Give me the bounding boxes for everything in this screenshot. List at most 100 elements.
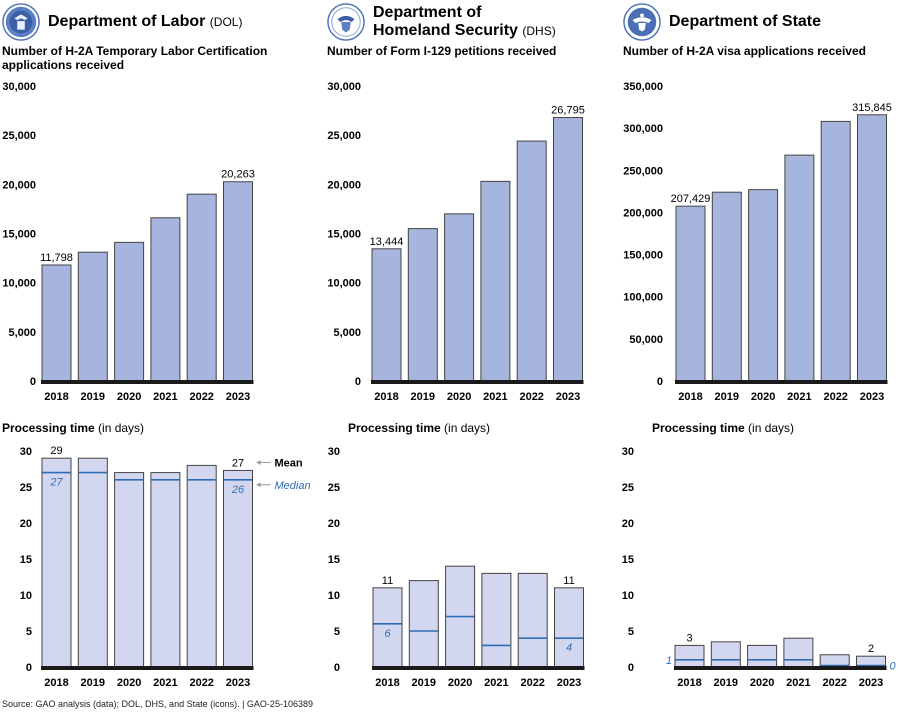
y-tick-label: 0 xyxy=(657,376,663,388)
y-tick-label: 15,000 xyxy=(2,229,36,241)
x-tick-label: 2020 xyxy=(751,391,775,403)
mean-bar-2018 xyxy=(674,644,705,668)
x-tick-label: 2018 xyxy=(678,391,702,403)
x-tick-label: 2023 xyxy=(226,391,250,403)
x-tick-label: 2023 xyxy=(226,677,250,689)
x-tick-label: 2022 xyxy=(519,391,543,403)
dept-name-dol: Department of Labor (DOL) xyxy=(48,13,243,30)
metric-title-dhs: Number of Form I-129 petitions received xyxy=(327,44,557,58)
x-tick-label: 2019 xyxy=(714,677,738,689)
x-tick-label: 2021 xyxy=(153,391,177,403)
y-tick-label: 25 xyxy=(20,482,32,494)
panel-dhs: Department of Homeland Security (DHS) Num… xyxy=(327,0,627,690)
x-tick-label: 2022 xyxy=(189,391,213,403)
y-tick-label: 10 xyxy=(20,590,32,602)
chart-dol-processing: 29 27 27 26 0 5 10 15 20 25 30 2018 2019 2020 2021 2022… xyxy=(20,445,311,689)
data-label: 315,845 xyxy=(852,102,892,114)
x-tick-label: 2023 xyxy=(860,391,884,403)
x-tick-label: 2018 xyxy=(677,677,701,689)
bar-2022 xyxy=(820,120,851,382)
dept-name-dhs: Department of Homeland Security (DHS) xyxy=(373,4,556,39)
y-tick-label: 5 xyxy=(26,626,32,638)
proc-title-state: Processing time (in days) xyxy=(652,421,795,435)
mean-bar-2021 xyxy=(481,572,512,668)
bar-2018 xyxy=(371,248,402,382)
y-tick-label: 100,000 xyxy=(623,292,663,304)
x-tick-label: 2021 xyxy=(786,677,810,689)
y-tick-label: 150,000 xyxy=(623,250,663,262)
y-tick-label: 20,000 xyxy=(2,179,36,191)
y-tick-label: 25 xyxy=(622,482,634,494)
bar-2022 xyxy=(516,140,547,382)
mean-label: 11 xyxy=(563,575,574,587)
panel-state: Department of State Number of H-2A visa … xyxy=(622,0,900,690)
x-tick-label: 2021 xyxy=(483,391,507,403)
x-tick-label: 2022 xyxy=(822,677,846,689)
metric-title-dol: Number of H-2A Temporary Labor Certifica… xyxy=(2,44,268,72)
x-tick-label: 2022 xyxy=(520,677,544,689)
y-tick-label: 10,000 xyxy=(327,278,361,290)
y-tick-label: 25 xyxy=(328,482,340,494)
median-label: 1 xyxy=(666,655,672,667)
y-tick-label: 15,000 xyxy=(327,229,361,241)
y-tick-label: 15 xyxy=(20,554,32,566)
chart-dhs-volume: 13,444 26,795 0 5,000 10,000 15,000 20,000 25,0… xyxy=(327,81,585,403)
bar-2021 xyxy=(150,217,181,382)
y-tick-label: 50,000 xyxy=(629,334,663,346)
y-tick-label: 0 xyxy=(355,376,361,388)
bar-2023 xyxy=(553,117,583,382)
x-tick-label: 2020 xyxy=(117,391,141,403)
y-tick-label: 25,000 xyxy=(327,130,361,142)
y-tick-label: 30 xyxy=(328,446,340,458)
y-tick-label: 200,000 xyxy=(623,207,663,219)
y-tick-label: 30,000 xyxy=(327,81,361,93)
x-tick-label: 2022 xyxy=(823,391,847,403)
x-tick-label: 2018 xyxy=(44,677,68,689)
y-tick-label: 15 xyxy=(622,554,634,566)
y-tick-label: 5 xyxy=(334,626,340,638)
x-tick-label: 2020 xyxy=(117,677,141,689)
mean-label: 3 xyxy=(686,632,692,644)
y-tick-label: 20 xyxy=(622,518,634,530)
bar-2019 xyxy=(407,228,438,382)
dept-abbr-dhs: (DHS) xyxy=(522,24,556,38)
x-tick-label: 2019 xyxy=(81,391,105,403)
proc-title-dhs: Processing time (in days) xyxy=(348,421,491,435)
y-tick-label: 350,000 xyxy=(623,81,663,93)
x-tick-label: 2021 xyxy=(787,391,811,403)
dept-name-state: Department of State xyxy=(669,13,822,30)
x-tick-label: 2023 xyxy=(859,677,883,689)
bar-2021 xyxy=(480,180,511,382)
bar-2021 xyxy=(784,154,815,382)
data-label: 26,795 xyxy=(551,105,585,117)
mean-bar-2022 xyxy=(186,464,217,668)
y-tick-label: 20 xyxy=(20,518,32,530)
x-tick-label: 2018 xyxy=(375,677,399,689)
mean-bar-2022 xyxy=(517,572,548,668)
mean-bar-2021 xyxy=(150,472,181,668)
source-note: Source: GAO analysis (data); DOL, DHS, a… xyxy=(2,699,313,709)
x-tick-label: 2021 xyxy=(153,677,177,689)
y-tick-label: 0 xyxy=(26,662,32,674)
median-label: 4 xyxy=(566,642,572,654)
mean-bar-2021 xyxy=(783,637,814,668)
x-tick-label: 2021 xyxy=(484,677,508,689)
legend-median: Median xyxy=(275,480,311,492)
x-tick-label: 2018 xyxy=(44,391,68,403)
dept-header-dhs: Department of Homeland Security (DHS) xyxy=(327,0,556,44)
y-tick-label: 30,000 xyxy=(2,81,36,93)
median-label: 6 xyxy=(384,628,391,640)
y-tick-label: 5 xyxy=(628,626,634,638)
mean-bar-2020 xyxy=(747,644,778,668)
x-tick-label: 2019 xyxy=(81,677,105,689)
bar-2020 xyxy=(444,213,475,382)
y-tick-label: 0 xyxy=(30,376,36,388)
y-tick-label: 15 xyxy=(328,554,340,566)
data-label: 13,444 xyxy=(370,236,404,248)
mean-label: 29 xyxy=(50,445,62,457)
x-tick-label: 2020 xyxy=(750,677,774,689)
median-label: 0 xyxy=(890,661,897,673)
x-tick-label: 2018 xyxy=(374,391,398,403)
mean-bar-2018 xyxy=(41,457,72,668)
